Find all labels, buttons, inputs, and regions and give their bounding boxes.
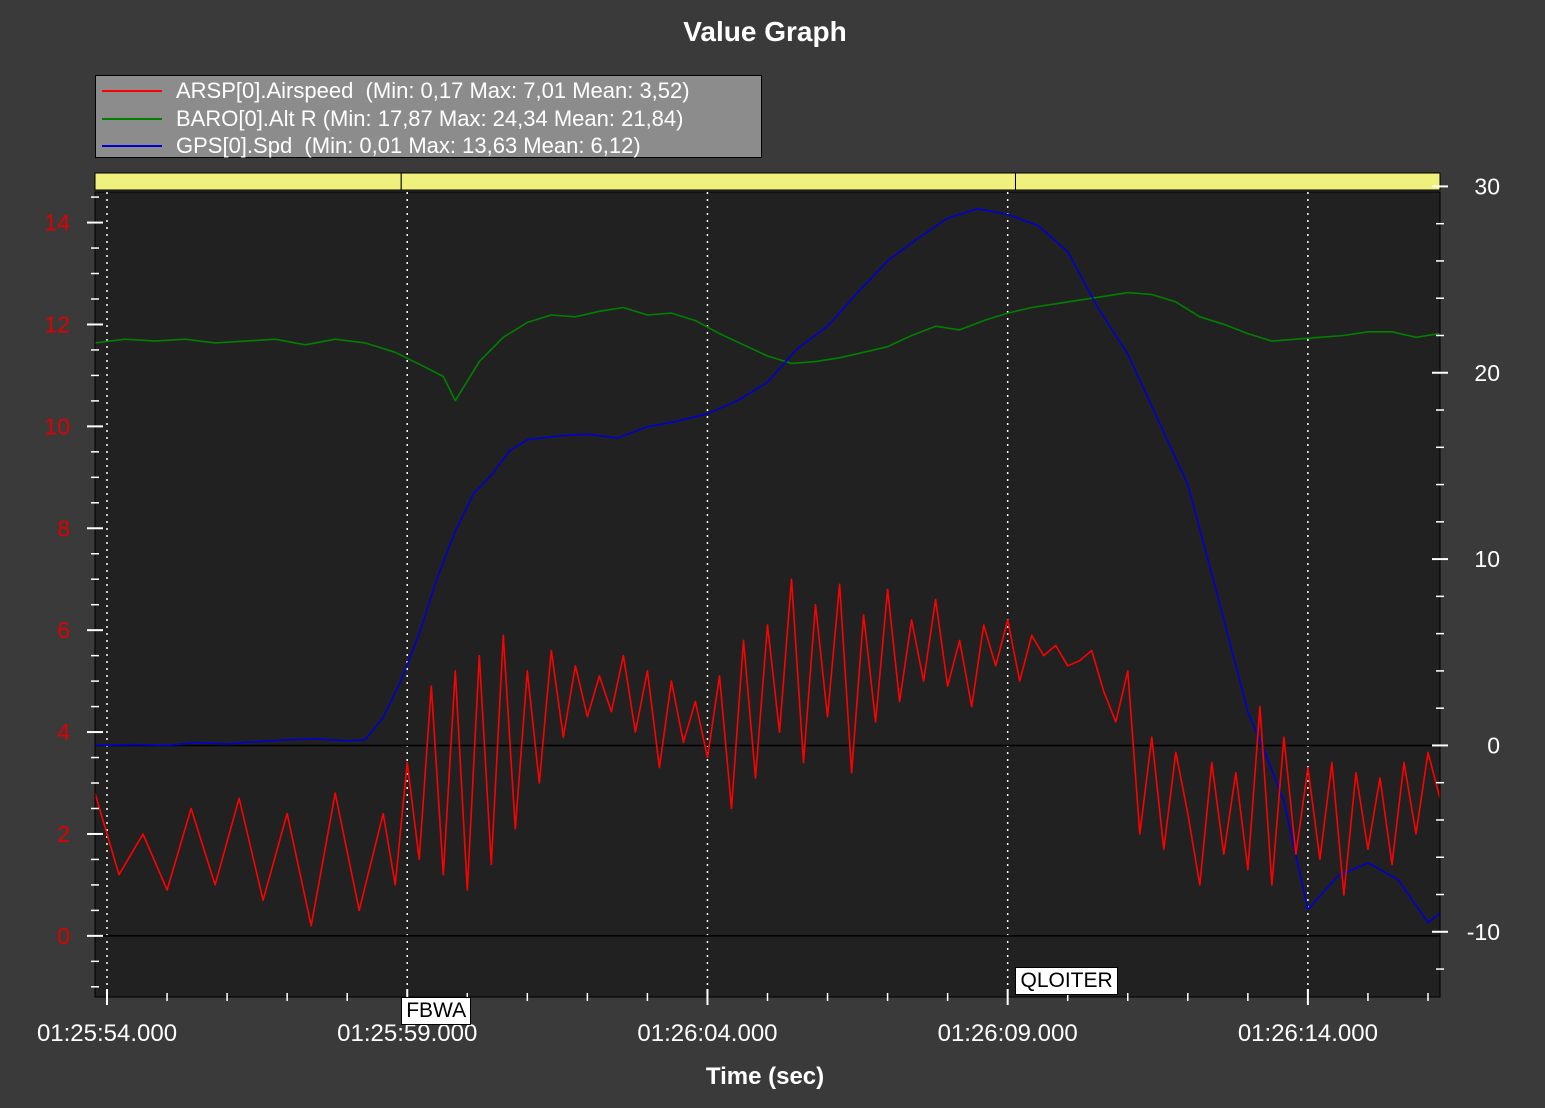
x-axis-label: Time (sec): [705, 1063, 825, 1090]
x-tick-label: 01:26:09.000: [938, 1020, 1078, 1047]
right-tick-label: 20: [1474, 360, 1500, 386]
right-tick-label: 10: [1474, 546, 1500, 572]
mode-label-fbwa: FBWA: [401, 997, 472, 1025]
right-tick-label: -10: [1467, 919, 1500, 945]
left-tick-label: 12: [44, 311, 70, 337]
series-line-0: [94, 578, 1441, 927]
legend-item-gps-spd: GPS[0].Spd (Min: 0,01 Max: 13,63 Mean: 6…: [96, 133, 761, 159]
mode-bar-segment: [1014, 172, 1441, 191]
mode-bar-segment: [400, 172, 1016, 191]
legend-item-airspeed: ARSP[0].Airspeed (Min: 0,17 Max: 7,01 Me…: [96, 78, 761, 104]
left-tick-label: 2: [57, 821, 70, 847]
left-tick-label: 8: [57, 515, 70, 541]
x-tick-label: 01:26:04.000: [637, 1020, 777, 1047]
legend-label-airspeed: ARSP[0].Airspeed (Min: 0,17 Max: 7,01 Me…: [176, 78, 690, 103]
left-tick-label: 6: [57, 617, 70, 643]
left-tick-label: 4: [57, 719, 70, 745]
left-tick-label: 10: [44, 413, 70, 439]
legend-item-baro-alt: BARO[0].Alt R (Min: 17,87 Max: 24,34 Mea…: [96, 106, 761, 132]
legend: ARSP[0].Airspeed (Min: 0,17 Max: 7,01 Me…: [95, 75, 762, 158]
mode-label-qloiter: QLOITER: [1015, 967, 1118, 995]
chart-title: Value Graph: [683, 16, 847, 47]
left-tick-label: 0: [57, 923, 70, 949]
mode-bar-segment: [94, 172, 402, 191]
plot-area: [94, 191, 1441, 998]
legend-swatch-gps-spd: [102, 145, 162, 147]
legend-swatch-airspeed: [102, 90, 162, 92]
legend-label-baro-alt: BARO[0].Alt R (Min: 17,87 Max: 24,34 Mea…: [176, 106, 684, 131]
left-tick-label: 14: [44, 210, 70, 236]
x-tick-label: 01:25:54.000: [37, 1020, 177, 1047]
right-tick-label: 0: [1487, 732, 1500, 758]
legend-label-gps-spd: GPS[0].Spd (Min: 0,01 Max: 13,63 Mean: 6…: [176, 133, 641, 158]
legend-swatch-baro-alt: [102, 118, 162, 120]
series-line-2: [94, 208, 1441, 924]
right-tick-label: 30: [1474, 173, 1500, 199]
series-line-1: [94, 291, 1441, 402]
x-tick-label: 01:26:14.000: [1238, 1020, 1378, 1047]
